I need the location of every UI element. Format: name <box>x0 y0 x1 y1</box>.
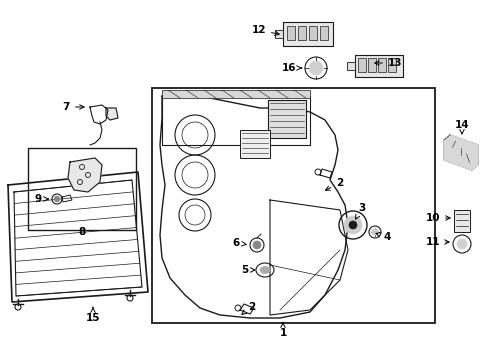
Bar <box>287 26 295 40</box>
Bar <box>309 26 317 40</box>
Bar <box>162 90 310 98</box>
Text: 10: 10 <box>425 213 450 223</box>
Bar <box>28 148 136 230</box>
Circle shape <box>372 229 378 235</box>
Bar <box>240 130 270 158</box>
Bar <box>298 26 306 40</box>
Bar <box>388 58 396 72</box>
Text: 16: 16 <box>281 63 302 73</box>
Text: 5: 5 <box>241 265 255 275</box>
Polygon shape <box>68 158 102 192</box>
Circle shape <box>309 61 323 75</box>
Bar <box>152 88 435 323</box>
Bar <box>358 58 366 72</box>
Polygon shape <box>106 108 118 120</box>
Text: 4: 4 <box>376 232 391 242</box>
Text: 11: 11 <box>425 237 449 247</box>
Text: 9: 9 <box>35 194 48 204</box>
Text: 15: 15 <box>86 307 100 323</box>
Bar <box>283 22 333 46</box>
Bar <box>347 62 355 70</box>
Bar <box>275 30 283 38</box>
Text: 2: 2 <box>325 178 343 190</box>
Text: 7: 7 <box>63 102 84 112</box>
Circle shape <box>253 241 261 249</box>
Bar <box>320 26 328 40</box>
Circle shape <box>457 239 467 249</box>
Circle shape <box>349 221 357 229</box>
Bar <box>355 55 403 77</box>
Text: 13: 13 <box>375 58 402 68</box>
Text: 8: 8 <box>78 227 86 237</box>
Text: 2: 2 <box>242 302 255 314</box>
Polygon shape <box>444 135 478 170</box>
Bar <box>454 210 470 232</box>
Circle shape <box>344 216 362 234</box>
Text: 14: 14 <box>455 120 469 134</box>
Text: 6: 6 <box>233 238 246 248</box>
Text: 3: 3 <box>356 203 366 219</box>
Text: 12: 12 <box>251 25 279 36</box>
Bar <box>378 58 386 72</box>
Bar <box>368 58 376 72</box>
Bar <box>268 100 306 138</box>
Ellipse shape <box>260 266 270 274</box>
Circle shape <box>54 197 59 202</box>
Text: 1: 1 <box>279 323 287 338</box>
